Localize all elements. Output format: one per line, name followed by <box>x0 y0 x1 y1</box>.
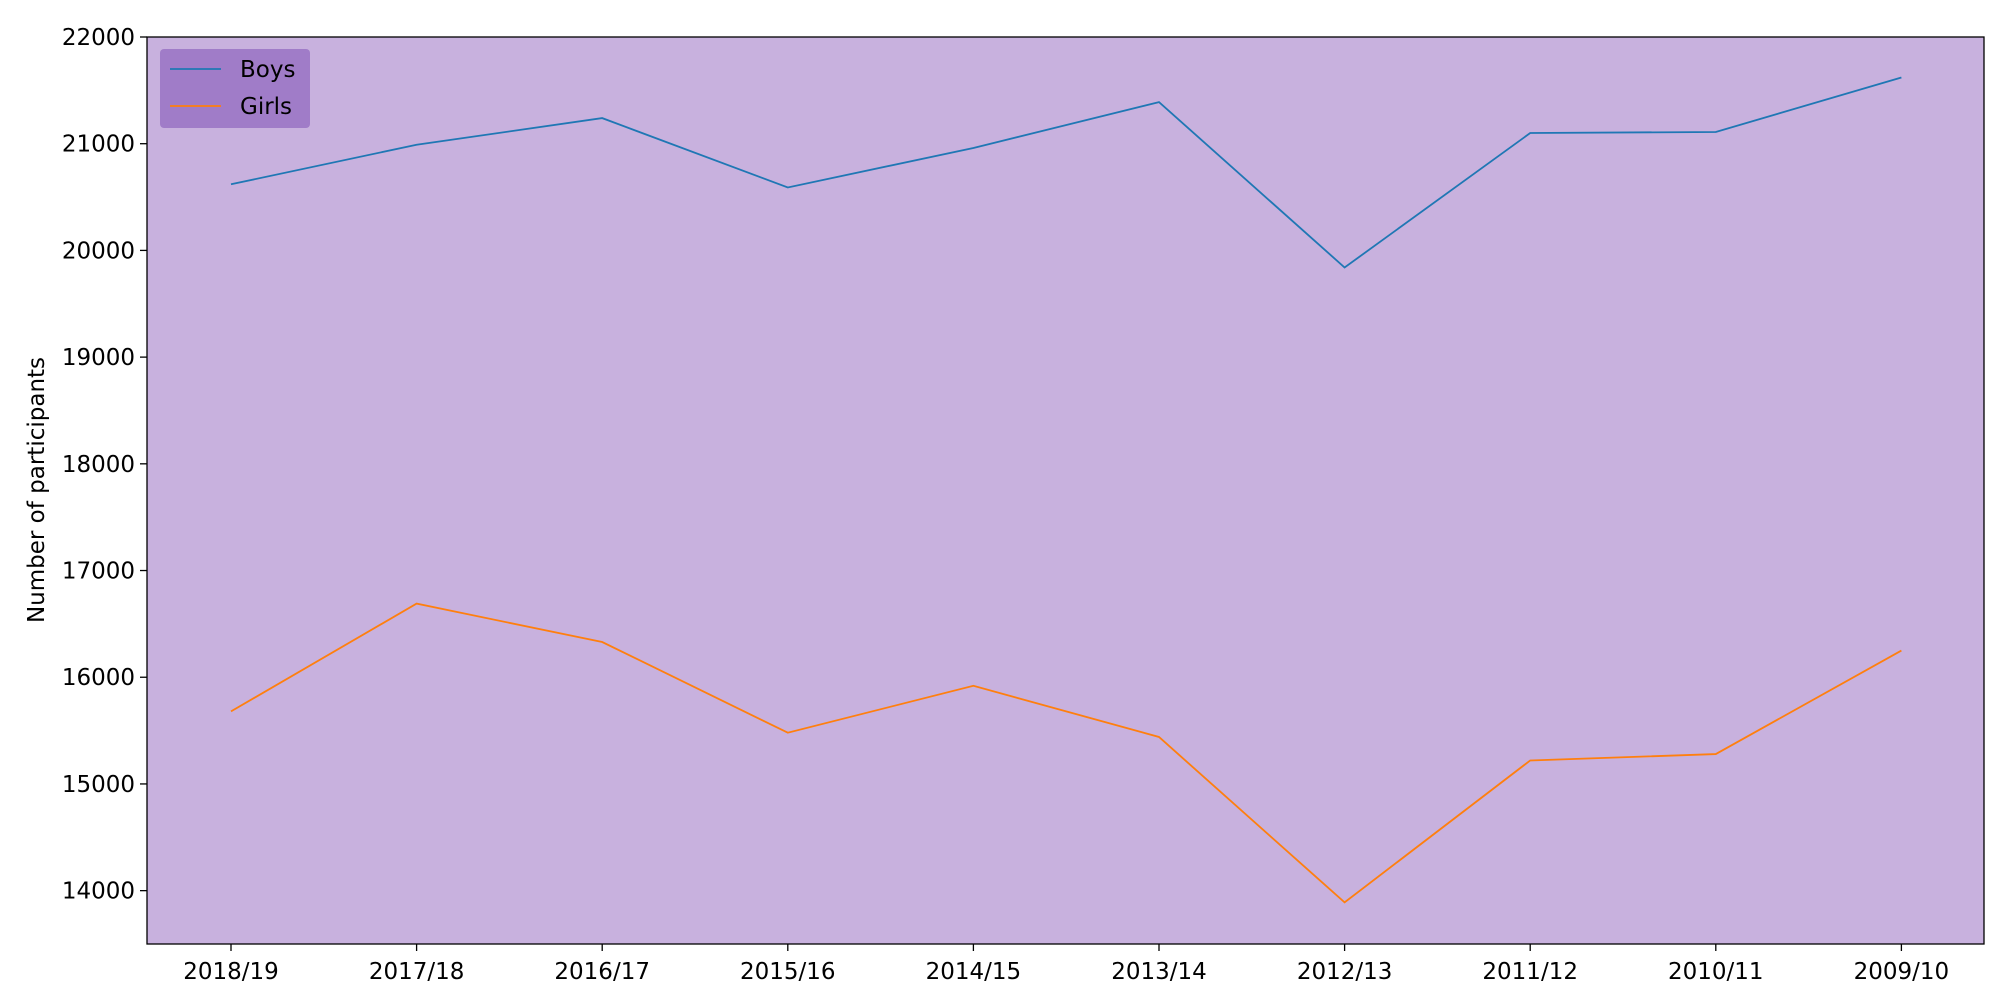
x-tick-label: 2009/10 <box>1854 959 1950 985</box>
y-tick-label: 14000 <box>62 879 135 905</box>
x-tick-label: 2018/19 <box>183 959 279 985</box>
y-tick-label: 22000 <box>62 25 135 51</box>
x-tick-label: 2014/15 <box>926 959 1022 985</box>
x-tick-label: 2017/18 <box>369 959 465 985</box>
y-tick-label: 15000 <box>62 772 135 798</box>
legend-label-girls: Girls <box>240 94 292 120</box>
y-tick-label: 21000 <box>62 132 135 158</box>
y-axis-title: Number of participants <box>24 357 50 623</box>
legend-label-boys: Boys <box>240 57 295 83</box>
x-tick-label: 2012/13 <box>1297 959 1393 985</box>
y-tick-label: 20000 <box>62 238 135 264</box>
series-line-boys <box>230 76 1902 269</box>
x-tick-label: 2010/11 <box>1668 959 1764 985</box>
y-tick-label: 18000 <box>62 452 135 478</box>
x-axis: 2018/19 2017/18 2016/17 2015/16 2014/15 2013/… <box>183 944 1949 985</box>
plot-frame <box>146 36 1985 945</box>
x-tick-label: 2015/16 <box>740 959 836 985</box>
series-line-girls <box>230 602 1902 904</box>
legend: Boys Girls <box>160 49 310 128</box>
y-axis: 14000 15000 16000 17000 18000 19000 20000 21000… <box>62 25 147 905</box>
y-tick-label: 16000 <box>62 665 135 691</box>
y-tick-label: 19000 <box>62 345 135 371</box>
x-tick-label: 2011/12 <box>1482 959 1578 985</box>
series-layer <box>230 76 1902 904</box>
x-tick-label: 2013/14 <box>1111 959 1207 985</box>
plot-background <box>147 37 1984 944</box>
y-tick-label: 17000 <box>62 559 135 585</box>
x-tick-label: 2016/17 <box>554 959 650 985</box>
